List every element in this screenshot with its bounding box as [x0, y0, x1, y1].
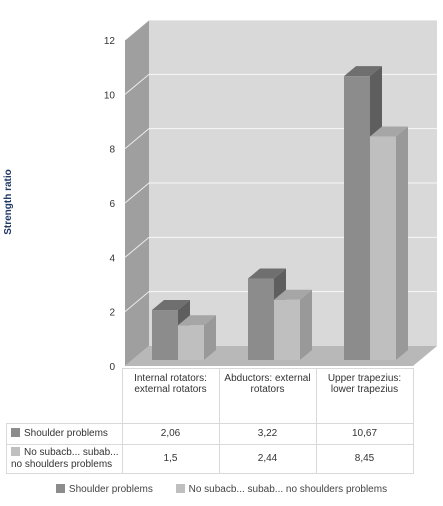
bar-top [248, 268, 286, 279]
table-value: 3,22 [218, 422, 317, 445]
y-tick-label: 4 [109, 253, 115, 264]
bar-top [152, 300, 190, 311]
table-value: 1,5 [121, 443, 220, 474]
bar-top [274, 289, 312, 300]
gridline [124, 182, 437, 204]
bar [274, 299, 300, 360]
y-tick-label: 6 [109, 199, 115, 210]
table-header-row: Internal rotators: external rotators Abd… [7, 368, 414, 424]
gridline [124, 128, 437, 150]
y-axis-label: Strength ratio [3, 169, 14, 235]
bar [370, 136, 396, 360]
legend-item-2: No subacb... subab... no shoulders probl… [175, 484, 388, 495]
series-2-swatch [11, 446, 20, 456]
table-row-label-1: Shoulder problems [24, 428, 108, 439]
y-tick-label: 2 [109, 308, 115, 319]
table-category-2: Abductors: external rotators [218, 368, 317, 424]
y-tick-label: 0 [109, 362, 115, 373]
table-row-label-2: No subacb... subab... no shoulders probl… [11, 446, 119, 470]
table-value: 2,06 [121, 422, 220, 445]
bar [344, 76, 370, 361]
data-table: Internal rotators: external rotators Abd… [6, 368, 414, 474]
table-value: 10,67 [315, 422, 414, 445]
table-row: No subacb... subab... no shoulders probl… [6, 443, 414, 474]
y-tick-label: 8 [109, 145, 115, 156]
legend-item-1: Shoulder problems [55, 484, 153, 495]
bar-top [178, 315, 216, 326]
table-value: 2,44 [218, 443, 317, 474]
legend-label-1: Shoulder problems [68, 484, 153, 495]
bar [248, 278, 274, 360]
bar-side [300, 289, 312, 360]
gridline [124, 73, 437, 95]
table-row: Shoulder problems 2,06 3,22 10,67 [6, 422, 414, 445]
legend-swatch-1 [55, 484, 65, 493]
legend-swatch-2 [175, 484, 185, 493]
gridline [124, 236, 437, 258]
y-tick-label: 10 [104, 90, 116, 101]
gridline [124, 291, 437, 313]
bar-side [396, 126, 408, 360]
series-1-swatch [11, 428, 20, 437]
table-category-3: Upper trapezius: lower trapezius [315, 368, 414, 424]
bar-side [204, 315, 216, 360]
legend: Shoulder problems No subacb... subab... … [0, 484, 443, 495]
bar [178, 325, 204, 360]
table-value: 8,45 [315, 443, 414, 474]
bar-top [370, 126, 408, 137]
bar-top [344, 66, 382, 77]
gridline [124, 19, 437, 41]
bar [152, 310, 178, 360]
table-category-1: Internal rotators: external rotators [121, 368, 220, 424]
legend-label-2: No subacb... subab... no shoulders probl… [188, 484, 388, 495]
y-tick-label: 12 [104, 36, 116, 47]
